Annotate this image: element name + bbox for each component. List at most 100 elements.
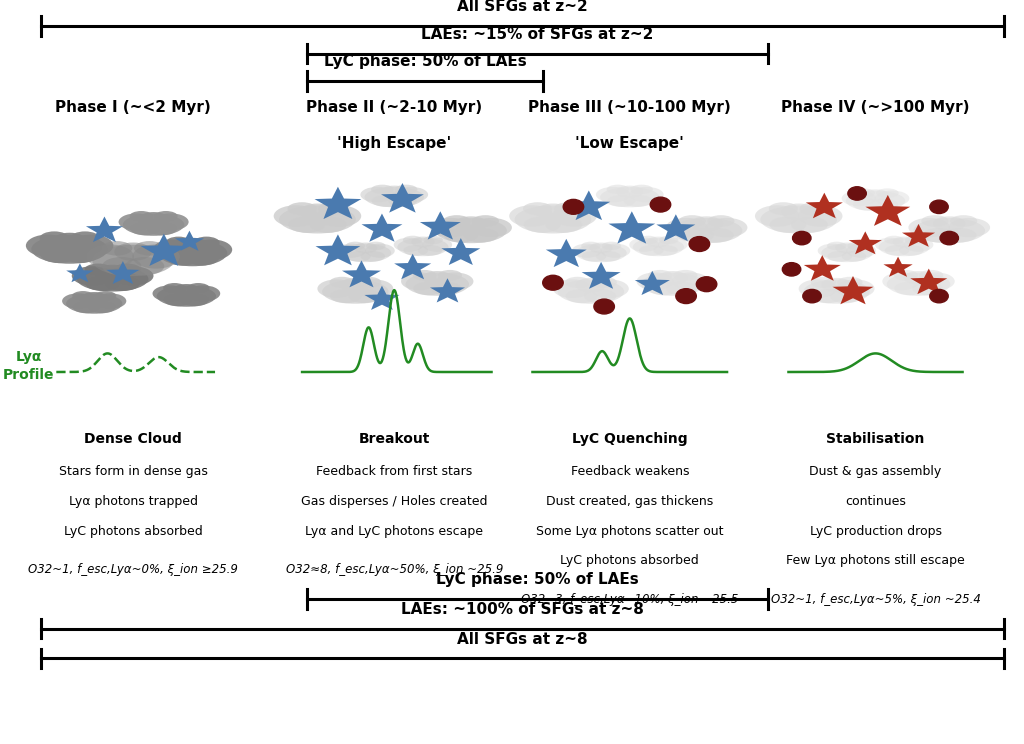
- Ellipse shape: [606, 185, 629, 194]
- Ellipse shape: [811, 289, 843, 304]
- Circle shape: [563, 199, 584, 214]
- Ellipse shape: [96, 265, 129, 280]
- Ellipse shape: [41, 246, 78, 263]
- Ellipse shape: [93, 293, 126, 309]
- Ellipse shape: [61, 246, 98, 263]
- Ellipse shape: [829, 289, 862, 304]
- Ellipse shape: [317, 279, 356, 298]
- Ellipse shape: [918, 272, 954, 290]
- Ellipse shape: [653, 245, 678, 256]
- Ellipse shape: [879, 238, 930, 256]
- Ellipse shape: [624, 195, 652, 207]
- Ellipse shape: [101, 241, 132, 256]
- Ellipse shape: [166, 250, 200, 266]
- Ellipse shape: [838, 277, 862, 288]
- Ellipse shape: [412, 237, 435, 247]
- Ellipse shape: [130, 211, 153, 221]
- Ellipse shape: [77, 266, 148, 292]
- Ellipse shape: [125, 257, 164, 275]
- Text: Dense Cloud: Dense Cloud: [84, 432, 182, 446]
- Ellipse shape: [893, 237, 915, 247]
- Ellipse shape: [667, 282, 697, 295]
- Ellipse shape: [194, 237, 220, 248]
- Ellipse shape: [436, 272, 473, 290]
- Ellipse shape: [139, 212, 168, 225]
- Ellipse shape: [163, 283, 185, 293]
- Circle shape: [793, 231, 811, 245]
- Ellipse shape: [273, 205, 318, 227]
- Circle shape: [696, 277, 717, 292]
- Ellipse shape: [360, 187, 395, 202]
- Ellipse shape: [671, 218, 742, 243]
- Ellipse shape: [852, 188, 874, 198]
- Ellipse shape: [894, 270, 918, 280]
- Ellipse shape: [827, 251, 852, 262]
- Ellipse shape: [52, 233, 87, 250]
- Text: Feedback weakens: Feedback weakens: [570, 465, 689, 478]
- Ellipse shape: [85, 276, 120, 291]
- Ellipse shape: [509, 205, 554, 227]
- Ellipse shape: [158, 240, 227, 266]
- Ellipse shape: [554, 202, 583, 215]
- Ellipse shape: [950, 215, 977, 227]
- Text: Phase IV (~>100 Myr): Phase IV (~>100 Myr): [781, 100, 970, 115]
- Ellipse shape: [874, 190, 909, 206]
- Ellipse shape: [846, 243, 877, 257]
- Ellipse shape: [596, 251, 621, 262]
- Ellipse shape: [464, 228, 499, 243]
- Ellipse shape: [553, 279, 592, 298]
- Ellipse shape: [393, 237, 424, 251]
- Ellipse shape: [279, 205, 356, 234]
- Ellipse shape: [180, 294, 209, 307]
- Text: Few Lyα photons still escape: Few Lyα photons still escape: [786, 554, 965, 567]
- Ellipse shape: [316, 205, 361, 227]
- Ellipse shape: [827, 242, 846, 250]
- Ellipse shape: [365, 243, 395, 257]
- Text: LyC photons absorbed: LyC photons absorbed: [560, 554, 699, 567]
- Text: LyC phase: 50% of LAEs: LyC phase: 50% of LAEs: [324, 54, 526, 69]
- Ellipse shape: [848, 242, 866, 250]
- Circle shape: [940, 231, 958, 245]
- Ellipse shape: [672, 272, 709, 290]
- Ellipse shape: [706, 218, 748, 237]
- Ellipse shape: [371, 185, 393, 194]
- Ellipse shape: [658, 237, 688, 251]
- Polygon shape: [420, 211, 461, 240]
- Ellipse shape: [659, 236, 678, 244]
- Ellipse shape: [674, 270, 697, 280]
- Ellipse shape: [836, 279, 874, 298]
- Ellipse shape: [817, 243, 847, 257]
- Ellipse shape: [633, 238, 684, 256]
- Ellipse shape: [73, 301, 100, 313]
- Ellipse shape: [769, 202, 798, 215]
- Ellipse shape: [565, 289, 597, 304]
- Ellipse shape: [132, 245, 180, 269]
- Text: Dust & gas assembly: Dust & gas assembly: [809, 465, 942, 478]
- Ellipse shape: [330, 289, 362, 304]
- Ellipse shape: [318, 202, 347, 215]
- Ellipse shape: [887, 272, 950, 296]
- Polygon shape: [361, 214, 402, 242]
- Ellipse shape: [799, 279, 838, 298]
- Ellipse shape: [309, 217, 346, 233]
- Ellipse shape: [413, 282, 443, 295]
- Ellipse shape: [423, 237, 453, 251]
- Ellipse shape: [360, 251, 385, 262]
- Polygon shape: [582, 262, 621, 289]
- Ellipse shape: [862, 189, 889, 201]
- Ellipse shape: [913, 218, 985, 243]
- Circle shape: [930, 200, 948, 214]
- Ellipse shape: [905, 236, 924, 244]
- Ellipse shape: [885, 245, 909, 256]
- Ellipse shape: [641, 272, 705, 296]
- Text: O32~3, f_esc,Lyα~10%, ξ_ion ~25.5: O32~3, f_esc,Lyα~10%, ξ_ion ~25.5: [521, 593, 738, 606]
- Ellipse shape: [92, 245, 174, 276]
- Text: O32~1, f_esc,Lyα~0%, ξ_ion ≥25.9: O32~1, f_esc,Lyα~0%, ξ_ion ≥25.9: [29, 563, 238, 576]
- Circle shape: [782, 263, 801, 276]
- Ellipse shape: [470, 218, 512, 237]
- Ellipse shape: [536, 204, 570, 220]
- Ellipse shape: [639, 245, 664, 256]
- Ellipse shape: [648, 270, 672, 280]
- Ellipse shape: [346, 251, 371, 262]
- Ellipse shape: [340, 278, 371, 292]
